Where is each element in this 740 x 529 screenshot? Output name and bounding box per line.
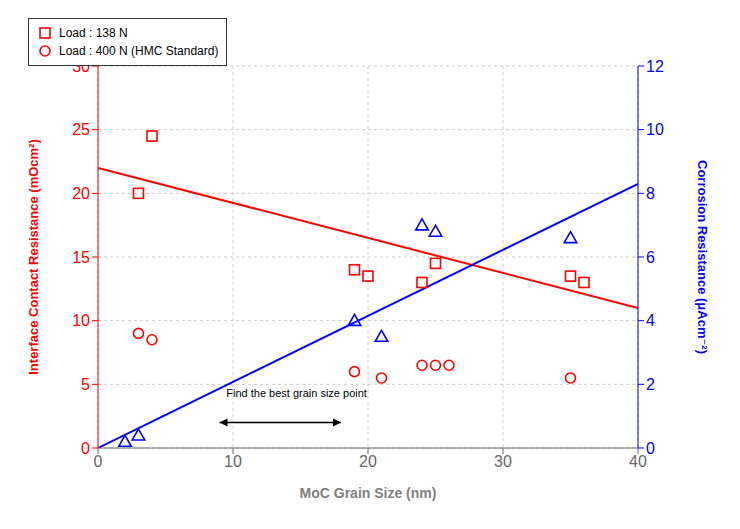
svg-text:10: 10 [224,453,242,470]
svg-text:Corrosion Resistance (μAcm⁻²): Corrosion Resistance (μAcm⁻²) [695,160,710,354]
svg-text:30: 30 [72,58,90,75]
svg-text:Interface Contact Resistance (: Interface Contact Resistance (mOcm²) [26,139,41,375]
svg-text:6: 6 [646,249,655,266]
svg-text:40: 40 [629,453,647,470]
svg-text:8: 8 [646,185,655,202]
svg-text:0: 0 [94,453,103,470]
svg-text:5: 5 [81,376,90,393]
html-text:Load : 138 N: Load : 138 N [59,26,128,40]
svg-text:12: 12 [646,58,664,75]
svg-text:0: 0 [646,440,655,457]
svg-text:20: 20 [359,453,377,470]
svg-text:15: 15 [72,249,90,266]
svg-text:10: 10 [72,312,90,329]
svg-text:25: 25 [72,121,90,138]
svg-text:Find the best grain size point: Find the best grain size point [226,387,367,399]
svg-text:10: 10 [646,121,664,138]
svg-text:20: 20 [72,185,90,202]
svg-text:MoC Grain Size (nm): MoC Grain Size (nm) [300,485,437,501]
svg-text:0: 0 [81,440,90,457]
svg-text:30: 30 [494,453,512,470]
svg-text:4: 4 [646,312,655,329]
html-text:Load : 400 N (HMC Standard): Load : 400 N (HMC Standard) [59,44,219,58]
svg-text:2: 2 [646,376,655,393]
